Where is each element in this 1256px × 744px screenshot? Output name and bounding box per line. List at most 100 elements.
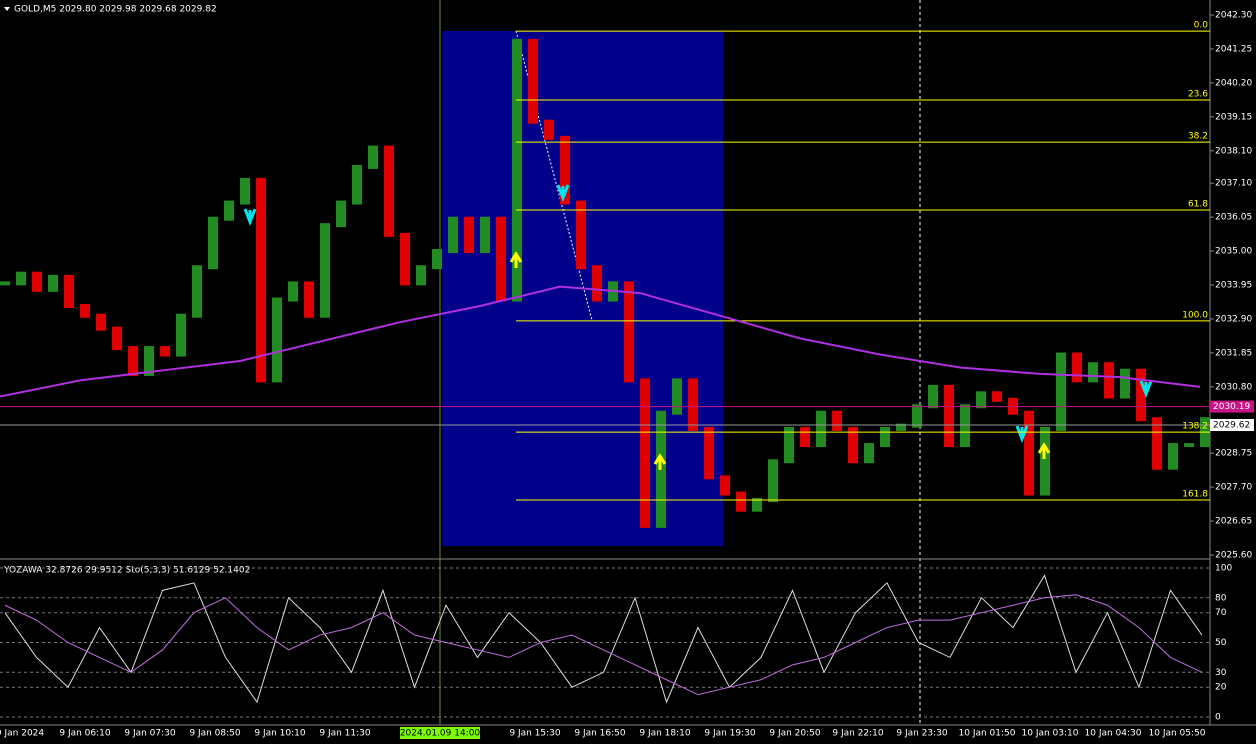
osc-tick-label: 70 — [1215, 608, 1227, 618]
price-bar — [48, 274, 58, 292]
level-price-box — [1210, 400, 1254, 413]
price-bar — [448, 216, 458, 254]
price-bar — [192, 265, 202, 318]
time-label: 10 Jan 05:50 — [1149, 729, 1206, 739]
price-bar — [368, 145, 378, 169]
price-bar — [416, 265, 426, 286]
price-bar — [1184, 443, 1194, 448]
time-label: 9 Jan 18:10 — [639, 729, 691, 739]
time-label: 9 Jan 16:50 — [574, 729, 626, 739]
price-bar — [624, 281, 634, 383]
price-bar — [1088, 362, 1098, 383]
osc-tick-label: 30 — [1215, 668, 1227, 678]
price-bar — [512, 38, 522, 302]
time-label: 9 Jan 11:30 — [319, 729, 371, 739]
time-label: 10 Jan 04:30 — [1085, 729, 1142, 739]
price-bar — [0, 281, 10, 286]
menu-triangle[interactable] — [4, 7, 10, 11]
price-bar — [1056, 352, 1066, 431]
price-bar — [768, 459, 778, 503]
bid-price-label: 2029.62 — [1213, 421, 1250, 431]
price-tick-label: 2039.15 — [1215, 112, 1252, 122]
fib-label: 138.2 — [1182, 422, 1208, 432]
time-label: 9 Jan 08:50 — [189, 729, 241, 739]
price-tick-label: 2032.90 — [1215, 314, 1252, 324]
buy-arrow — [1037, 442, 1051, 459]
time-label: 9 Jan 10:10 — [254, 729, 306, 739]
price-bar — [912, 404, 922, 428]
price-bar — [880, 426, 890, 448]
price-bar — [352, 164, 362, 205]
price-bar — [80, 304, 90, 318]
price-bar — [864, 443, 874, 464]
price-bar — [688, 378, 698, 431]
price-bar — [160, 346, 170, 357]
price-bar — [896, 423, 906, 431]
fib-label: 0.0 — [1194, 21, 1209, 31]
price-bar — [800, 426, 810, 448]
time-label: 9 Jan 22:10 — [832, 729, 884, 739]
time-label: 10 Jan 01:50 — [959, 729, 1016, 739]
price-bar — [1072, 352, 1082, 383]
price-tick-label: 2025.60 — [1215, 551, 1252, 561]
osc-tick-label: 20 — [1215, 683, 1227, 693]
osc-tick-label: 50 — [1215, 638, 1227, 648]
price-bar — [32, 271, 42, 292]
price-tick-label: 2038.10 — [1215, 146, 1252, 156]
price-bar — [944, 384, 954, 448]
price-bar — [336, 200, 346, 228]
time-label: 9 Jan 23:30 — [896, 729, 948, 739]
price-bar — [592, 265, 602, 302]
price-bar — [784, 426, 794, 464]
moving-average — [0, 285, 1201, 398]
price-tick-label: 2040.20 — [1215, 78, 1252, 88]
price-bar — [752, 498, 762, 512]
osc-tick-label: 80 — [1215, 593, 1227, 603]
price-bar — [960, 404, 970, 448]
fib-label: 38.2 — [1188, 132, 1208, 142]
time-label: 9 Jan 2024 — [0, 729, 44, 739]
price-bar — [480, 216, 490, 254]
price-tick-label: 2031.85 — [1215, 348, 1252, 358]
price-bar — [496, 216, 506, 302]
oscillator-header: YOZAWA 32.8726 29.9512 Sto(5,3,3) 51.612… — [3, 566, 250, 576]
price-bar — [736, 491, 746, 512]
fib-label: 61.8 — [1188, 199, 1208, 209]
price-bar — [64, 274, 74, 309]
time-label: 9 Jan 20:50 — [769, 729, 821, 739]
price-bar — [1152, 417, 1162, 470]
buy-arrow — [509, 251, 523, 268]
price-bar — [240, 177, 250, 205]
price-bar — [640, 378, 650, 528]
sell-arrow — [243, 208, 257, 227]
price-bar — [384, 145, 394, 237]
price-bar — [16, 271, 26, 286]
price-bar — [720, 475, 730, 496]
price-tick-label: 2027.70 — [1215, 483, 1252, 493]
price-bar — [816, 410, 826, 448]
price-bar — [304, 281, 314, 318]
bid-price-box — [1210, 419, 1254, 432]
cursor-time-label: 2024.01.09 14:00 — [400, 729, 481, 739]
price-tick-label: 2030.80 — [1215, 382, 1252, 392]
price-bar — [976, 391, 986, 409]
stochastic-signal — [4, 594, 1203, 696]
buy-arrow — [653, 453, 667, 470]
price-bar — [672, 378, 682, 415]
time-label: 9 Jan 19:30 — [704, 729, 756, 739]
price-bar — [832, 410, 842, 431]
price-tick-label: 2026.65 — [1215, 517, 1252, 527]
price-bar — [544, 119, 554, 140]
price-bar — [208, 216, 218, 270]
cursor-time-box — [400, 727, 480, 739]
price-tick-label: 2041.25 — [1215, 44, 1252, 54]
price-bar — [96, 313, 106, 331]
price-bar — [288, 281, 298, 302]
price-tick-label: 2037.10 — [1215, 179, 1252, 189]
price-bar — [560, 135, 570, 205]
price-bar — [400, 232, 410, 286]
price-bar — [1040, 426, 1050, 496]
price-tick-label: 2036.05 — [1215, 213, 1252, 223]
